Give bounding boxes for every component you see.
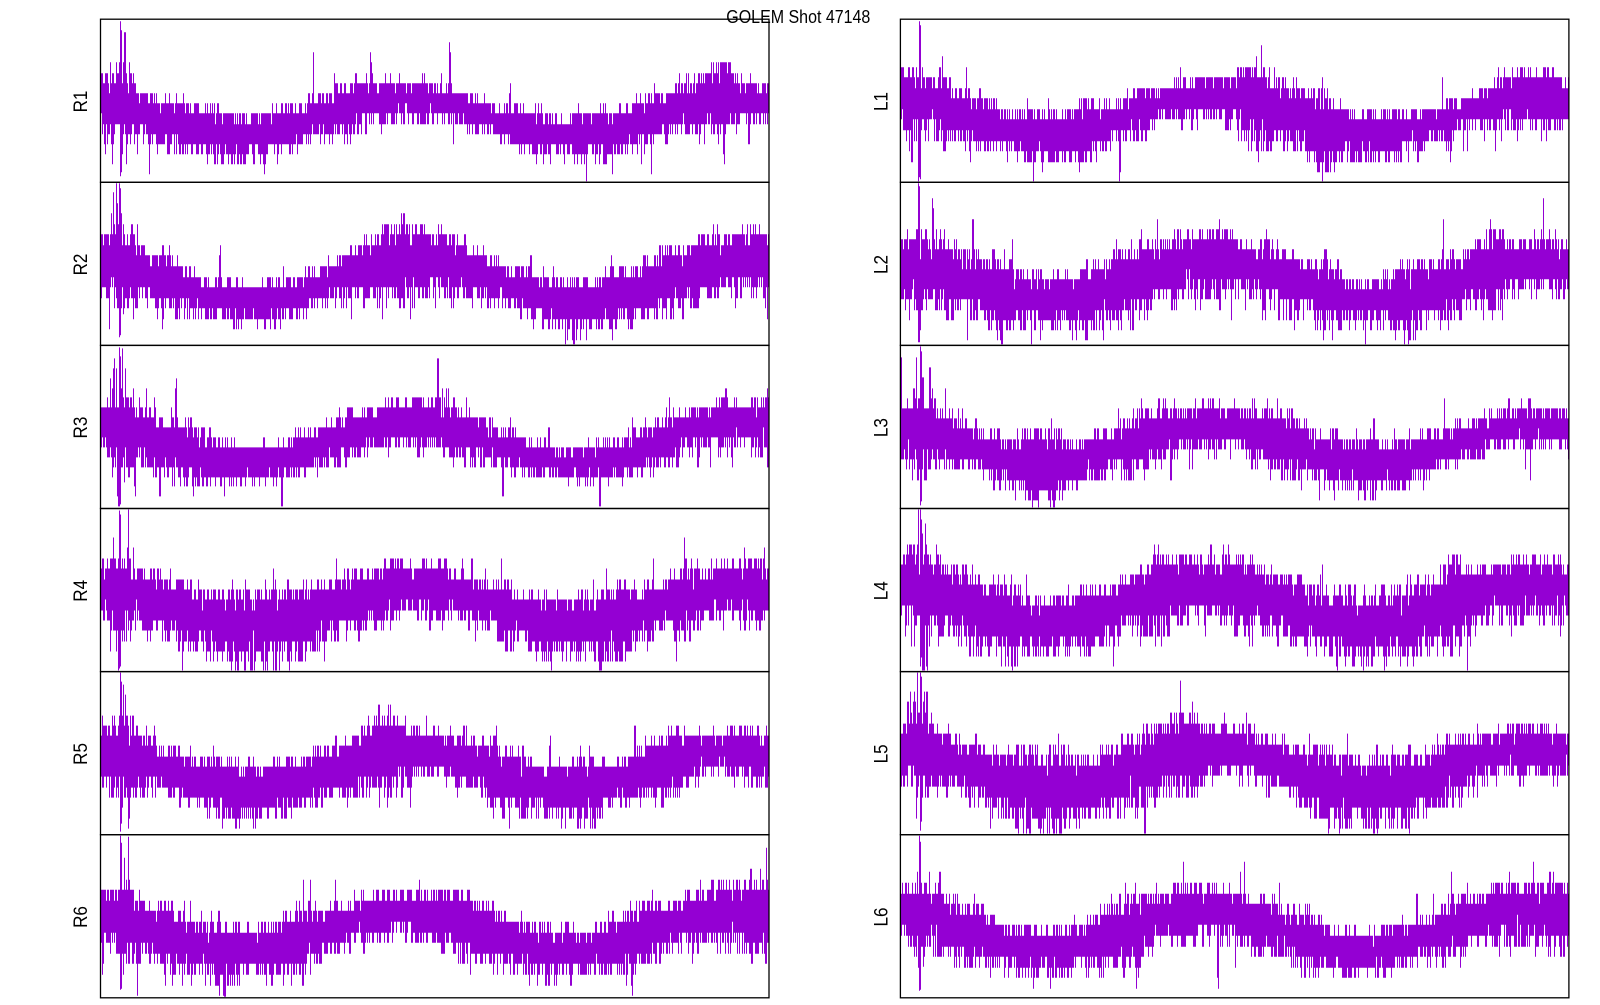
svg-text:R2: R2 [69,254,91,276]
svg-text:L6: L6 [870,907,892,926]
svg-text:L3: L3 [870,418,892,437]
svg-text:R6: R6 [69,906,91,928]
svg-text:L4: L4 [870,581,892,600]
svg-text:L2: L2 [870,255,892,274]
svg-text:R3: R3 [69,417,91,439]
svg-text:R1: R1 [69,91,91,113]
svg-text:R4: R4 [69,580,91,602]
svg-text:GOLEM Shot 47148: GOLEM Shot 47148 [726,6,870,27]
svg-text:R5: R5 [69,743,91,765]
svg-text:L5: L5 [870,744,892,763]
svg-text:L1: L1 [870,92,892,111]
